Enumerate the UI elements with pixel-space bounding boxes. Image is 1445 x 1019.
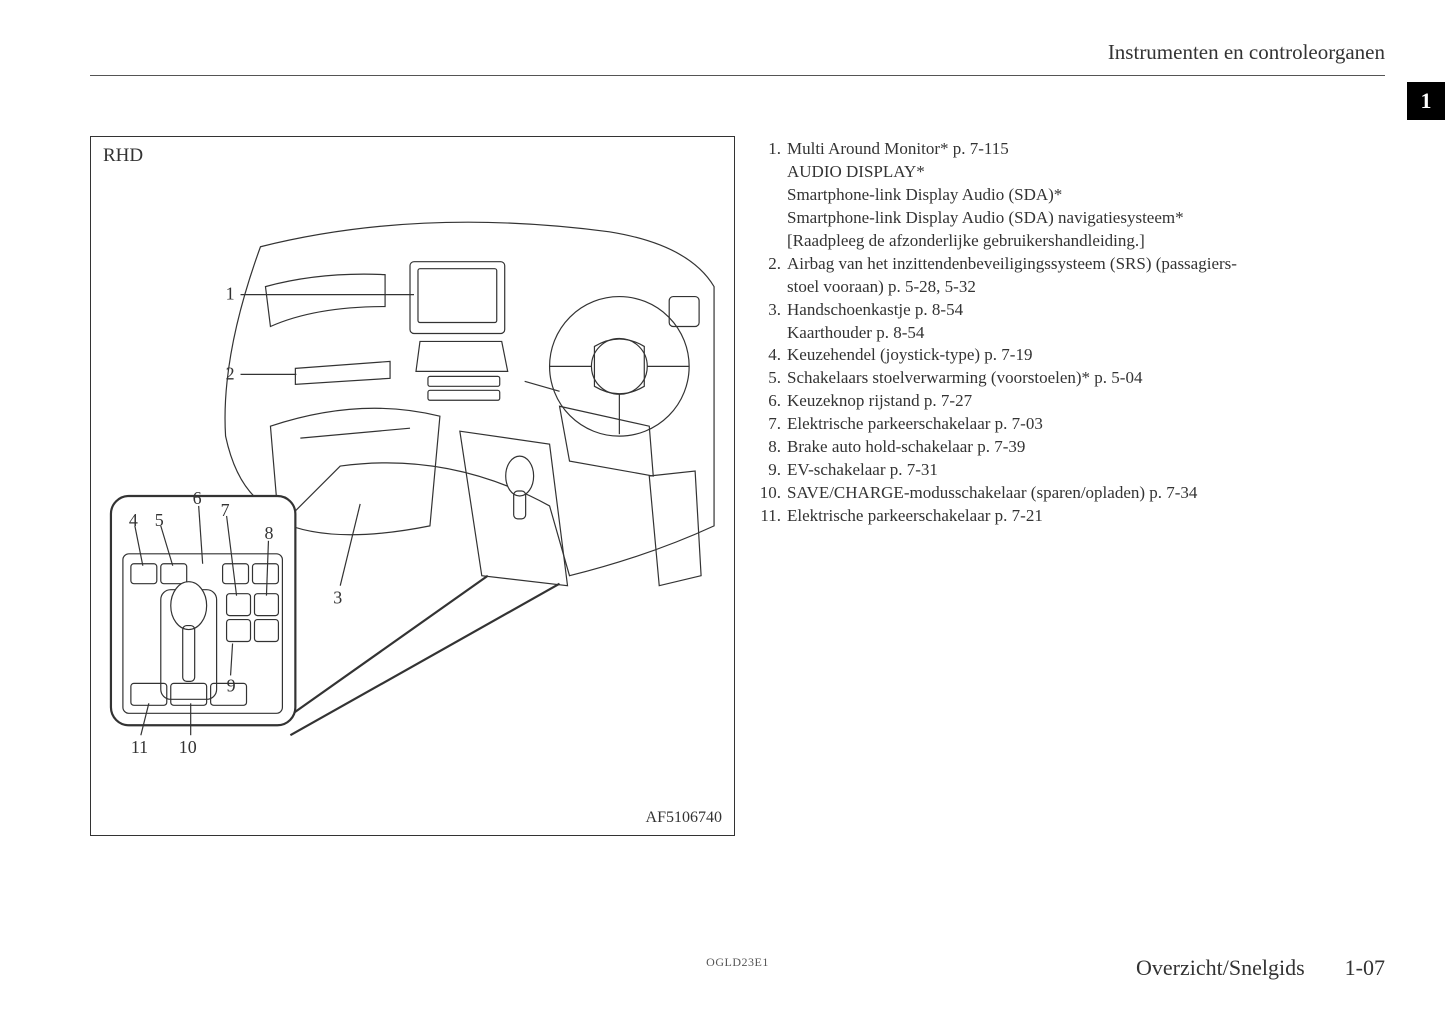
page-header: Instrumenten en controleorganen: [90, 40, 1385, 71]
list-item-number: 8.: [759, 436, 787, 459]
list-item-number: 10.: [759, 482, 787, 505]
dashboard-diagram: 1 2 3 4 5 6 7 8 9 10 11: [91, 167, 734, 805]
callout-6: 6: [193, 488, 202, 508]
header-rule: [90, 75, 1385, 76]
list-item-body: SAVE/CHARGE-modusschakelaar (sparen/opla…: [787, 482, 1385, 505]
callout-1: 1: [226, 284, 235, 304]
figure-code: AF5106740: [646, 809, 722, 827]
list-item-line: [Raadpleeg de afzonderlijke gebruikersha…: [787, 230, 1385, 253]
chapter-tab: 1: [1407, 82, 1445, 120]
list-item-line: Elektrische parkeerschakelaar p. 7-03: [787, 413, 1385, 436]
list-item-body: Brake auto hold-schakelaar p. 7-39: [787, 436, 1385, 459]
list-item-body: Elektrische parkeerschakelaar p. 7-21: [787, 505, 1385, 528]
footer-section: Overzicht/Snelgids: [1136, 955, 1305, 981]
list-item: 4.Keuzehendel (joystick-type) p. 7-19: [759, 344, 1385, 367]
chapter-number: 1: [1421, 88, 1432, 114]
figure-rhd-label: RHD: [103, 145, 143, 167]
footer-doc-code: OGLD23E1: [706, 955, 769, 970]
list-item-number: 3.: [759, 299, 787, 322]
callout-7: 7: [221, 500, 230, 520]
callout-2: 2: [226, 363, 235, 383]
list-item: 10.SAVE/CHARGE-modusschakelaar (sparen/o…: [759, 482, 1385, 505]
list-item-line: Keuzehendel (joystick-type) p. 7-19: [787, 344, 1385, 367]
list-item-body: Elektrische parkeerschakelaar p. 7-03: [787, 413, 1385, 436]
list-item: 2.Airbag van het inzittendenbeveiligings…: [759, 253, 1385, 299]
list-item-body: Keuzehendel (joystick-type) p. 7-19: [787, 344, 1385, 367]
footer-page-number: 1-07: [1345, 955, 1385, 981]
list-item: 1.Multi Around Monitor* p. 7-115AUDIO DI…: [759, 138, 1385, 253]
list-item-line: stoel vooraan) p. 5-28, 5-32: [787, 276, 1385, 299]
list-item-number: 11.: [759, 505, 787, 528]
list-item-line: Multi Around Monitor* p. 7-115: [787, 138, 1385, 161]
list-item: 6.Keuzeknop rijstand p. 7-27: [759, 390, 1385, 413]
page-footer: OGLD23E1 Overzicht/Snelgids 1-07: [90, 955, 1385, 981]
list-item-line: Handschoenkastje p. 8-54: [787, 299, 1385, 322]
callout-11: 11: [131, 737, 148, 757]
list-item-line: Kaarthouder p. 8-54: [787, 322, 1385, 345]
list-item-body: Airbag van het inzittendenbeveiligingssy…: [787, 253, 1385, 299]
list-item-number: 7.: [759, 413, 787, 436]
list-item: 7.Elektrische parkeerschakelaar p. 7-03: [759, 413, 1385, 436]
figure-box: RHD: [90, 136, 735, 836]
list-item-line: Smartphone-link Display Audio (SDA)*: [787, 184, 1385, 207]
list-item-number: 2.: [759, 253, 787, 276]
callout-3: 3: [333, 588, 342, 608]
list-item-body: EV-schakelaar p. 7-31: [787, 459, 1385, 482]
list-item: 11.Elektrische parkeerschakelaar p. 7-21: [759, 505, 1385, 528]
list-item-number: 6.: [759, 390, 787, 413]
list-item-line: Elektrische parkeerschakelaar p. 7-21: [787, 505, 1385, 528]
manual-page: Instrumenten en controleorganen 1 RHD: [0, 0, 1445, 1019]
callout-9: 9: [227, 675, 236, 695]
callout-5: 5: [155, 510, 164, 530]
list-item-line: EV-schakelaar p. 7-31: [787, 459, 1385, 482]
list-item-line: AUDIO DISPLAY*: [787, 161, 1385, 184]
list-item-line: Airbag van het inzittendenbeveiligingssy…: [787, 253, 1385, 276]
callout-8: 8: [264, 523, 273, 543]
list-item: 3.Handschoenkastje p. 8-54Kaarthouder p.…: [759, 299, 1385, 345]
list-item-number: 9.: [759, 459, 787, 482]
list-item-body: Schakelaars stoelverwarming (voorstoelen…: [787, 367, 1385, 390]
list-item-number: 1.: [759, 138, 787, 161]
list-item: 5.Schakelaars stoelverwarming (voorstoel…: [759, 367, 1385, 390]
list-item-line: Schakelaars stoelverwarming (voorstoelen…: [787, 367, 1385, 390]
list-item: 8.Brake auto hold-schakelaar p. 7-39: [759, 436, 1385, 459]
callout-list: 1.Multi Around Monitor* p. 7-115AUDIO DI…: [759, 136, 1385, 528]
list-item-line: SAVE/CHARGE-modusschakelaar (sparen/opla…: [787, 482, 1385, 505]
header-title: Instrumenten en controleorganen: [1108, 40, 1385, 64]
list-item: 9.EV-schakelaar p. 7-31: [759, 459, 1385, 482]
list-item-body: Keuzeknop rijstand p. 7-27: [787, 390, 1385, 413]
content-row: RHD: [90, 136, 1385, 836]
callout-10: 10: [179, 737, 197, 757]
list-item-line: Smartphone-link Display Audio (SDA) navi…: [787, 207, 1385, 230]
list-item-line: Keuzeknop rijstand p. 7-27: [787, 390, 1385, 413]
list-item-number: 5.: [759, 367, 787, 390]
list-item-body: Handschoenkastje p. 8-54Kaarthouder p. 8…: [787, 299, 1385, 345]
list-item-body: Multi Around Monitor* p. 7-115AUDIO DISP…: [787, 138, 1385, 253]
list-item-line: Brake auto hold-schakelaar p. 7-39: [787, 436, 1385, 459]
list-item-number: 4.: [759, 344, 787, 367]
callout-4: 4: [129, 510, 138, 530]
